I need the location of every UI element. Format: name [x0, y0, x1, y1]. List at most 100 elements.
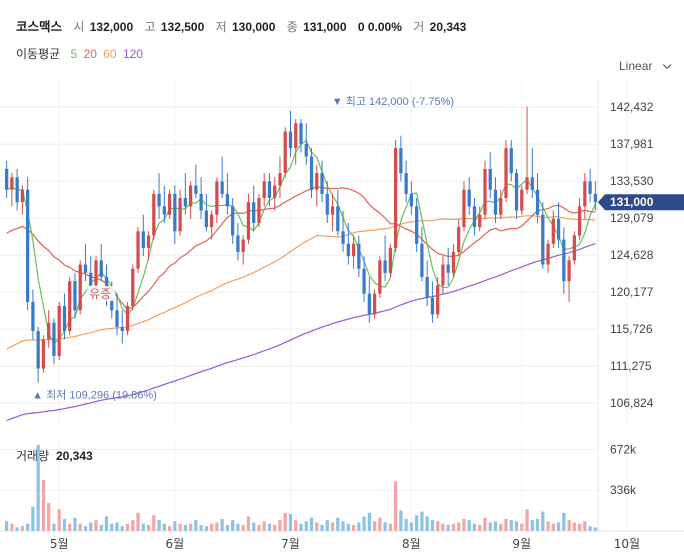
candle-body: [383, 260, 387, 273]
candle-body: [467, 189, 471, 207]
volume-bar: [283, 512, 287, 531]
volume-bar: [225, 524, 230, 531]
volume-bar: [551, 523, 555, 531]
volume-bar: [210, 523, 214, 531]
candle-body: [47, 322, 51, 340]
candle: [41, 335, 46, 373]
candle: [141, 214, 145, 257]
candle: [10, 173, 14, 207]
volume-bar: [62, 518, 67, 531]
candle: [47, 310, 51, 348]
candle-body: [341, 231, 345, 244]
price-tick-label: 106,824: [610, 396, 654, 410]
volume-bar: [278, 520, 282, 531]
volume-bar: [425, 516, 429, 531]
volume-bar: [57, 509, 61, 531]
volume-bar: [467, 520, 471, 531]
candle: [372, 289, 377, 319]
candle-body: [583, 181, 587, 207]
volume-bar: [493, 521, 498, 531]
candle-body: [294, 123, 298, 149]
moving-average-lines: [6, 139, 596, 422]
scale-dropdown[interactable]: Linear: [619, 59, 672, 73]
volume-bar: [415, 515, 419, 531]
price-tick-label: 129,079: [610, 211, 654, 225]
volume-bar: [273, 524, 277, 531]
volume-bar: [47, 503, 51, 531]
volume-bar: [488, 522, 492, 531]
candle: [488, 152, 492, 199]
volume-bar: [262, 521, 266, 531]
candle-body: [120, 326, 124, 332]
volume-bar: [399, 510, 403, 531]
candle-body: [425, 277, 429, 298]
candle-body: [567, 260, 571, 282]
candle-body: [267, 181, 272, 199]
volume-bar: [20, 526, 25, 531]
candle: [188, 181, 193, 219]
candle-body: [441, 264, 445, 286]
candle: [493, 177, 498, 223]
month-tick-label: 7월: [281, 537, 300, 551]
candle-body: [199, 193, 203, 211]
volume-bar: [588, 526, 592, 531]
candle: [288, 110, 293, 157]
candle-body: [409, 193, 414, 207]
candle-body: [125, 306, 130, 332]
volume-bar: [299, 523, 303, 531]
volume-bar: [125, 523, 130, 531]
volume-bar: [336, 517, 340, 531]
volume-bar: [441, 523, 445, 531]
candle-body: [36, 331, 40, 369]
candle-body: [562, 239, 566, 282]
candle: [15, 168, 19, 211]
candle: [115, 293, 119, 336]
candle-body: [488, 168, 492, 190]
candle-body: [210, 214, 214, 228]
candle-body: [478, 214, 482, 228]
volume-bar: [110, 523, 114, 531]
candle: [278, 156, 282, 199]
volume-bar: [546, 521, 550, 531]
candle: [472, 198, 477, 236]
candle: [309, 148, 314, 199]
candle-body: [4, 168, 9, 190]
volume-bar: [115, 522, 119, 531]
candle: [330, 193, 335, 232]
volume-bar: [288, 514, 293, 531]
candle-body: [241, 239, 245, 253]
candle-body: [462, 189, 466, 228]
candle: [73, 272, 77, 319]
volume-bar: [530, 520, 534, 531]
chart-annotations: ▼ 최고 142,000 (-7.75%) ▲ 최저 109,296 (19.86…: [32, 95, 454, 402]
price-tick-label: 120,177: [610, 285, 654, 299]
candle-body: [309, 156, 314, 190]
candle-body: [556, 218, 561, 240]
volume-bar: [99, 524, 103, 531]
volume-bar: [131, 520, 135, 531]
candle-body: [231, 206, 235, 236]
month-tick-label: 10월: [614, 537, 640, 551]
candle: [399, 135, 403, 182]
candle-body: [357, 243, 361, 269]
candle: [20, 185, 25, 215]
moving-average-legend[interactable]: 이동평균 5 20 60 120: [16, 45, 143, 62]
candle: [451, 243, 456, 278]
candle-body: [420, 243, 424, 278]
candle-body: [257, 198, 261, 223]
volume-bar: [73, 517, 77, 531]
volume-bar: [41, 480, 46, 531]
volume-bar: [257, 524, 261, 531]
candle: [204, 193, 209, 232]
candle-body: [146, 235, 151, 248]
high-price: 132,500: [160, 20, 205, 34]
candle-body: [530, 177, 534, 190]
candle: [415, 198, 419, 253]
candle: [514, 168, 519, 219]
candle: [315, 164, 319, 207]
volume-bar: [167, 526, 172, 531]
volume-bar: [204, 526, 209, 531]
candle: [78, 260, 82, 315]
volume-bar: [541, 511, 545, 531]
